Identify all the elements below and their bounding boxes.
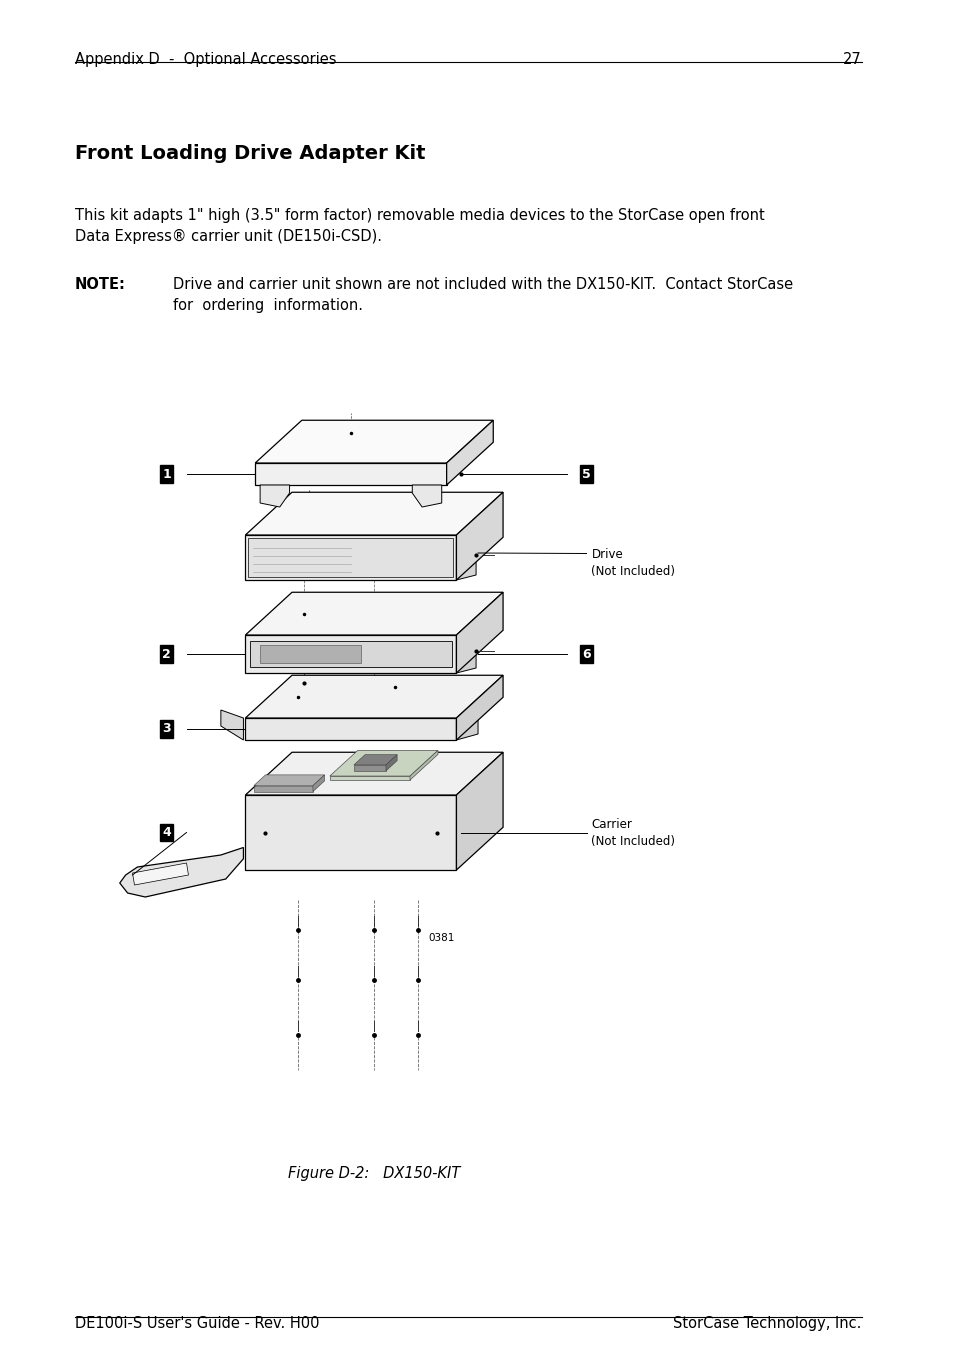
- Text: Front Loading Drive Adapter Kit: Front Loading Drive Adapter Kit: [75, 144, 425, 163]
- Polygon shape: [221, 711, 243, 741]
- Polygon shape: [354, 765, 386, 771]
- Polygon shape: [245, 635, 456, 674]
- Polygon shape: [253, 775, 324, 786]
- Text: Appendix D  -  Optional Accessories: Appendix D - Optional Accessories: [75, 52, 336, 67]
- Polygon shape: [245, 493, 502, 535]
- Polygon shape: [255, 420, 493, 463]
- Text: Carrier
(Not Included): Carrier (Not Included): [591, 817, 675, 847]
- Text: 27: 27: [841, 52, 861, 67]
- Polygon shape: [330, 750, 437, 776]
- Text: 2: 2: [162, 648, 172, 660]
- Polygon shape: [245, 675, 502, 717]
- Polygon shape: [456, 675, 502, 741]
- Polygon shape: [250, 641, 451, 667]
- Polygon shape: [412, 485, 441, 507]
- Text: 0381: 0381: [428, 934, 455, 943]
- Text: 3: 3: [162, 723, 171, 735]
- Polygon shape: [456, 493, 502, 580]
- Polygon shape: [386, 754, 396, 771]
- Polygon shape: [456, 752, 502, 871]
- Text: DE100i-S User's Guide - Rev. H00: DE100i-S User's Guide - Rev. H00: [75, 1316, 319, 1331]
- Polygon shape: [245, 752, 502, 795]
- Polygon shape: [245, 535, 456, 580]
- Polygon shape: [456, 630, 476, 674]
- Polygon shape: [253, 786, 313, 791]
- Polygon shape: [456, 717, 477, 741]
- Polygon shape: [260, 645, 361, 663]
- Text: 6: 6: [581, 648, 590, 660]
- Text: 4: 4: [162, 826, 172, 839]
- Polygon shape: [248, 538, 453, 576]
- Polygon shape: [354, 754, 396, 765]
- Polygon shape: [330, 776, 410, 780]
- Polygon shape: [446, 420, 493, 485]
- Polygon shape: [120, 847, 243, 897]
- Polygon shape: [245, 717, 456, 741]
- Text: StorCase Technology, Inc.: StorCase Technology, Inc.: [673, 1316, 861, 1331]
- Text: Figure D-2:   DX150-KIT: Figure D-2: DX150-KIT: [288, 1166, 460, 1181]
- Polygon shape: [260, 485, 290, 507]
- Polygon shape: [456, 530, 476, 580]
- Polygon shape: [313, 775, 324, 791]
- Polygon shape: [245, 795, 456, 871]
- Polygon shape: [245, 593, 502, 635]
- Text: NOTE:: NOTE:: [75, 277, 126, 292]
- Text: 5: 5: [581, 467, 590, 481]
- Polygon shape: [456, 593, 502, 674]
- Text: Drive
(Not Included): Drive (Not Included): [591, 549, 675, 579]
- Text: Drive and carrier unit shown are not included with the DX150-KIT.  Contact StorC: Drive and carrier unit shown are not inc…: [173, 277, 793, 312]
- Text: 1: 1: [162, 467, 172, 481]
- Polygon shape: [255, 463, 446, 485]
- Polygon shape: [410, 750, 437, 780]
- Text: This kit adapts 1" high (3.5" form factor) removable media devices to the StorCa: This kit adapts 1" high (3.5" form facto…: [75, 208, 764, 244]
- Polygon shape: [132, 862, 189, 884]
